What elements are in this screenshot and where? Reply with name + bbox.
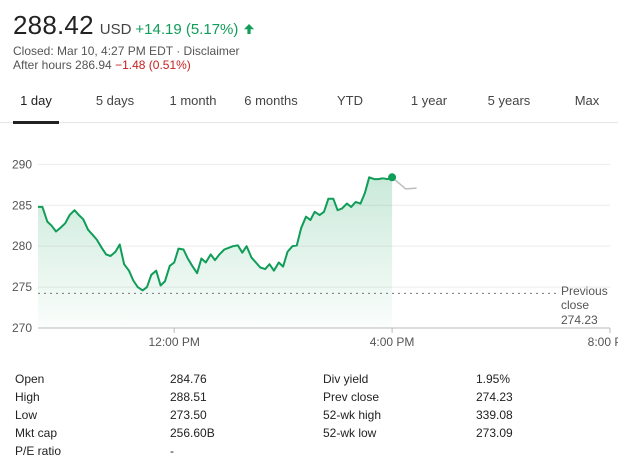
price-series-line bbox=[38, 176, 393, 292]
after-hours-change: −1.48 (0.51%) bbox=[115, 58, 191, 72]
price-row: 288.42 USD +14.19 (5.17%) bbox=[13, 10, 613, 41]
after-hours-price: After hours 286.94 bbox=[13, 58, 112, 72]
stat-row: Open 284.76 Div yield 1.95% bbox=[15, 370, 615, 388]
stat-label: 52-wk high bbox=[323, 408, 382, 422]
stat-value: - bbox=[170, 444, 174, 458]
currency-code: USD bbox=[99, 21, 132, 38]
market-status: Closed: Mar 10, 4:27 PM EDT · Disclaimer bbox=[13, 44, 613, 58]
y-tick-label: 285 bbox=[12, 198, 32, 212]
range-tabs: 1 day 5 days 1 month 6 months YTD 1 year… bbox=[0, 83, 618, 124]
y-tick-label: 270 bbox=[12, 321, 32, 335]
tab-6-months[interactable]: 6 months bbox=[244, 93, 298, 108]
y-tick-label: 290 bbox=[12, 157, 32, 171]
stat-label: Low bbox=[15, 408, 38, 422]
quote-header: 288.42 USD +14.19 (5.17%) Closed: Mar 10… bbox=[13, 10, 613, 72]
disclaimer-link[interactable]: Disclaimer bbox=[183, 44, 240, 58]
stat-row: High 288.51 Prev close 274.23 bbox=[15, 388, 615, 406]
stat-value: 339.08 bbox=[476, 408, 513, 422]
price-area-fill bbox=[38, 177, 393, 328]
after-hours-series-line bbox=[391, 176, 417, 190]
previous-close-value: 274.23 bbox=[561, 313, 598, 327]
tab-1-year[interactable]: 1 year bbox=[410, 93, 448, 108]
x-tick-label: 12:00 PM bbox=[149, 335, 200, 349]
stat-value: 273.09 bbox=[476, 426, 513, 440]
stat-label: P/E ratio bbox=[15, 444, 62, 458]
stat-row: Mkt cap 256.60B 52-wk low 273.09 bbox=[15, 424, 615, 442]
stat-value: 273.50 bbox=[170, 408, 207, 422]
previous-close-label-line2: close bbox=[561, 298, 589, 312]
tab-ytd[interactable]: YTD bbox=[337, 93, 363, 108]
closed-time: Closed: Mar 10, 4:27 PM EDT bbox=[13, 44, 173, 58]
stat-label: High bbox=[15, 390, 40, 404]
stat-row: Low 273.50 52-wk high 339.08 bbox=[15, 406, 615, 424]
stat-value: 1.95% bbox=[476, 372, 511, 386]
stat-row: P/E ratio - bbox=[15, 442, 615, 460]
y-tick-label: 280 bbox=[12, 239, 32, 253]
stat-label: Div yield bbox=[323, 372, 369, 386]
tab-1-month[interactable]: 1 month bbox=[169, 93, 217, 108]
price-chart[interactable]: 290 285 280 275 270 12:00 PM 4:00 PM 8:00 PM P… bbox=[0, 148, 618, 360]
stats-table: Open 284.76 Div yield 1.95% High 288.51 … bbox=[15, 370, 615, 460]
x-tick-label: 8:00 PM bbox=[588, 335, 618, 349]
tab-max[interactable]: Max bbox=[574, 93, 600, 108]
y-tick-label: 275 bbox=[12, 280, 32, 294]
price-change: +14.19 (5.17%) bbox=[135, 21, 239, 38]
arrow-up-icon bbox=[244, 24, 255, 34]
separator-dot: · bbox=[176, 44, 181, 58]
tab-5-years[interactable]: 5 years bbox=[487, 93, 531, 108]
stat-value: 288.51 bbox=[170, 390, 207, 404]
stat-label: Prev close bbox=[323, 390, 380, 404]
stat-label: 52-wk low bbox=[323, 426, 377, 440]
stat-value: 274.23 bbox=[476, 390, 513, 404]
stat-label: Mkt cap bbox=[15, 426, 58, 440]
tab-5-days[interactable]: 5 days bbox=[95, 93, 135, 108]
stat-value: 256.60B bbox=[170, 426, 215, 440]
last-price-point bbox=[388, 173, 397, 182]
current-price: 288.42 bbox=[13, 10, 94, 40]
after-hours: After hours 286.94 −1.48 (0.51%) bbox=[13, 58, 613, 72]
previous-close-label-line1: Previous bbox=[561, 284, 608, 298]
tab-1-day[interactable]: 1 day bbox=[13, 83, 59, 124]
stat-label: Open bbox=[15, 372, 45, 386]
stat-value: 284.76 bbox=[170, 372, 207, 386]
x-tick-label: 4:00 PM bbox=[370, 335, 415, 349]
